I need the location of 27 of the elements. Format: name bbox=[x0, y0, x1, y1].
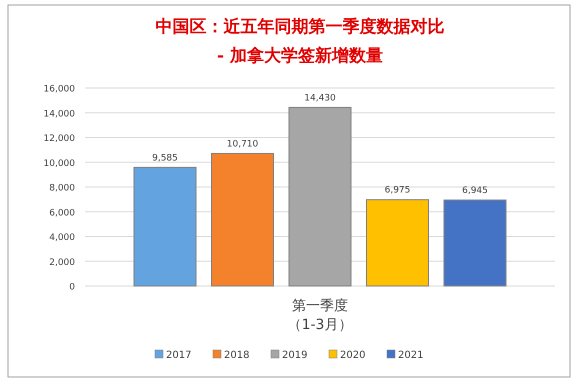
bar bbox=[288, 106, 352, 286]
legend-label: 2019 bbox=[282, 350, 308, 361]
chart-title: 中国区：近五年同期第一季度数据对比 bbox=[156, 17, 444, 37]
y-tick-label: 2,000 bbox=[49, 258, 76, 268]
y-tick-label: 10,000 bbox=[44, 158, 76, 169]
x-tick-label: 第一季度（1-3月） bbox=[288, 298, 352, 333]
data-label: 9,585 bbox=[152, 153, 178, 164]
y-tick-label: 12,000 bbox=[44, 134, 76, 144]
data-label: 10,710 bbox=[226, 139, 259, 150]
y-tick-label: 16,000 bbox=[44, 84, 76, 94]
chart-subtitle: - 加拿大学签新增数量 bbox=[217, 46, 383, 66]
legend-label: 2017 bbox=[166, 350, 192, 361]
bar bbox=[134, 166, 196, 286]
bar bbox=[366, 199, 429, 286]
y-tick-label: 0 bbox=[69, 282, 76, 292]
data-label: 6,945 bbox=[462, 186, 488, 196]
bar bbox=[444, 200, 506, 286]
y-tick-label: 4,000 bbox=[49, 233, 76, 243]
y-tick-label: 6,000 bbox=[49, 208, 76, 218]
y-tick-label: 14,000 bbox=[44, 109, 76, 120]
data-label: 6,975 bbox=[384, 186, 410, 196]
bar bbox=[211, 152, 274, 286]
y-tick-label: 8,000 bbox=[49, 184, 76, 194]
legend-label: 2021 bbox=[398, 350, 424, 361]
legend-label: 2018 bbox=[224, 350, 250, 361]
legend-label: 2020 bbox=[340, 350, 366, 361]
data-label: 14,430 bbox=[304, 93, 336, 104]
